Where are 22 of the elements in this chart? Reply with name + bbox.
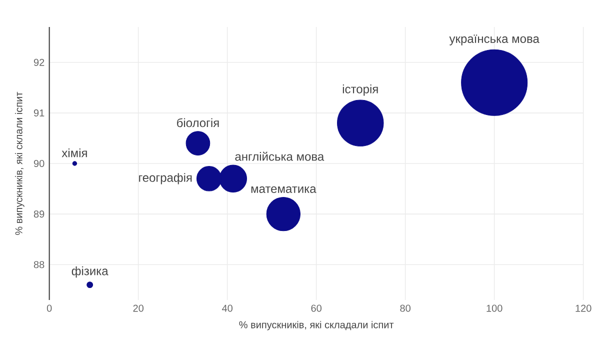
x-tick-label: 0 xyxy=(46,304,52,312)
x-tick-label: 20 xyxy=(133,304,144,312)
series-label: географія xyxy=(139,173,192,184)
x-tick-label: 80 xyxy=(400,304,410,312)
x-tick-label: 120 xyxy=(576,304,592,312)
series-label: хімія xyxy=(62,148,87,158)
x-tick-label: 40 xyxy=(222,304,232,312)
x-tick-label: 100 xyxy=(486,304,502,312)
series-label: історія xyxy=(342,84,378,96)
series-label: українська мова xyxy=(449,34,540,46)
series-label: фізика xyxy=(72,266,108,278)
x-tick-label: 60 xyxy=(311,304,322,312)
y-tick-label: 88 xyxy=(34,261,44,268)
series-label: англійська мова xyxy=(235,152,324,161)
y-tick-label: 92 xyxy=(34,58,44,66)
y-axis-title: % випускників, які склали іспит xyxy=(15,92,24,235)
y-tick-label: 89 xyxy=(34,210,44,218)
y-tick-label: 91 xyxy=(34,109,44,116)
series-label: біологія xyxy=(177,118,219,128)
y-tick-label: 90 xyxy=(34,160,44,168)
legend-label: математика xyxy=(251,186,316,193)
x-axis-title: % випускників, які складали іспит xyxy=(239,320,394,330)
